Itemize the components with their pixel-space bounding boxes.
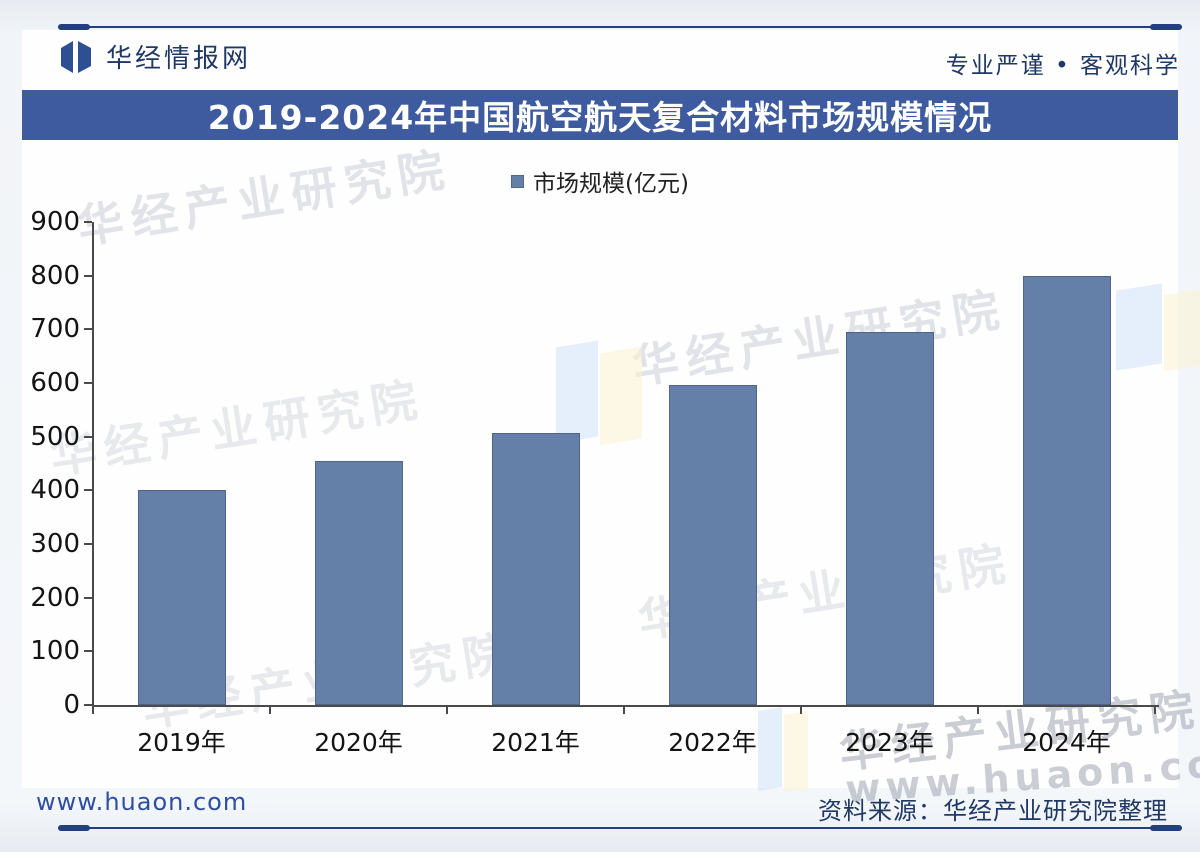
y-axis-line [92, 222, 94, 707]
y-axis-tick [84, 596, 92, 599]
y-axis-tick-label: 800 [30, 260, 80, 291]
x-axis-tick [977, 707, 979, 714]
data-source: 资料来源：华经产业研究院整理 [818, 797, 1168, 825]
legend-label: 市场规模(亿元) [533, 171, 689, 197]
y-axis-tick-label: 600 [30, 368, 80, 398]
y-axis-tick [84, 274, 92, 277]
legend: 市场规模(亿元) [0, 164, 1200, 198]
y-axis-tick [84, 382, 92, 384]
y-axis-tick [84, 650, 92, 653]
y-axis-tick-label: 700 [30, 314, 80, 345]
brand: 华经情报网 [58, 38, 251, 75]
y-axis-tick-label: 100 [30, 636, 80, 667]
y-axis-tick [84, 704, 92, 706]
x-axis-label: 2022年 [668, 728, 757, 757]
y-axis-tick [84, 221, 92, 223]
x-axis-tick [92, 707, 94, 714]
website-link[interactable]: www.huaon.com [36, 788, 248, 816]
bar-2023年 [845, 332, 934, 705]
footer-divider [58, 825, 1182, 831]
x-axis-label: 2020年 [314, 728, 403, 757]
y-axis-tick [84, 328, 92, 331]
x-axis-line [92, 705, 1159, 707]
x-axis-label: 2021年 [491, 728, 580, 757]
y-axis-tick-label: 500 [30, 421, 80, 452]
x-axis-tick [269, 707, 271, 714]
y-axis-tick-label: 200 [30, 582, 80, 613]
header-divider [58, 24, 1182, 30]
brand-name: 华经情报网 [106, 44, 252, 74]
huajing-logo-icon [61, 40, 91, 73]
bar-2020年 [314, 460, 403, 705]
x-axis-label: 2019年 [137, 728, 226, 757]
y-axis-tick-label: 0 [63, 690, 80, 720]
x-axis-label: 2024年 [1022, 728, 1111, 757]
chart-title-banner: 2019-2024年中国航空航天复合材料市场规模情况 [22, 90, 1178, 140]
bar-2022年 [668, 384, 757, 705]
x-axis-tick [623, 707, 625, 714]
x-axis-label: 2023年 [845, 728, 934, 757]
chart-title: 2019-2024年中国航空航天复合材料市场规模情况 [207, 98, 993, 137]
bar-2021年 [491, 432, 580, 705]
y-axis-tick [84, 489, 92, 492]
bar-2019年 [137, 490, 226, 705]
x-axis-tick [446, 707, 448, 714]
y-axis-tick-label: 400 [30, 475, 80, 506]
legend-swatch [511, 174, 525, 188]
y-axis-tick-label: 300 [30, 529, 80, 559]
x-axis-tick [1154, 707, 1156, 714]
bar-2024年 [1022, 275, 1111, 705]
y-axis-tick [84, 435, 92, 438]
x-axis-tick [800, 707, 802, 714]
header-tagline: 专业严谨 • 客观科学 [945, 53, 1180, 79]
y-axis-tick-label: 900 [30, 207, 80, 237]
y-axis-tick [84, 543, 92, 545]
